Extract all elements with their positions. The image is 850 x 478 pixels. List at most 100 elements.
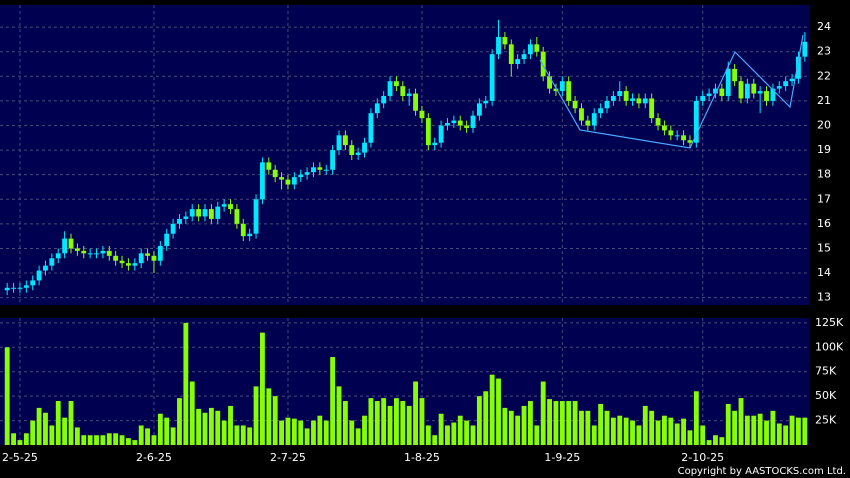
volume-bar [489, 374, 495, 445]
volume-bar [432, 435, 438, 445]
candle-body [668, 130, 674, 136]
volume-bar [394, 398, 399, 445]
volume-bar [528, 401, 533, 445]
y-tick-label: 21 [817, 94, 831, 107]
candle-body [30, 280, 36, 286]
volume-bar [476, 396, 482, 445]
x-tick-label: 1-9-25 [544, 451, 580, 464]
candle-body [483, 100, 489, 104]
candle-body [655, 118, 661, 126]
volume-bar [291, 418, 297, 445]
candle-body [528, 44, 533, 55]
volume-bar [81, 435, 87, 445]
candle-body [74, 248, 80, 251]
y-tick-label: 18 [817, 168, 831, 181]
volume-bar [196, 408, 202, 445]
candle-body [49, 258, 55, 266]
volume-tick-label: 25K [815, 414, 837, 427]
volume-bar [126, 438, 131, 445]
volume-bar [240, 425, 246, 445]
volume-bar [94, 435, 99, 445]
volume-bar [374, 401, 380, 445]
candle-body [559, 81, 565, 92]
candle-body [534, 44, 540, 52]
volume-bar [164, 417, 170, 445]
candle-body [464, 125, 470, 128]
candle-body [783, 81, 789, 87]
volume-bar [349, 420, 355, 445]
x-tick-label: 2-6-25 [136, 451, 172, 464]
volume-bar [138, 425, 144, 445]
volume-bar [738, 398, 744, 445]
candle-body [285, 179, 291, 185]
candle-body [279, 177, 284, 180]
volume-bar [11, 433, 16, 445]
candle-body [662, 125, 667, 131]
candle-body [547, 76, 552, 89]
volume-bar [304, 428, 310, 445]
candle-body [693, 100, 699, 143]
candle-body [521, 54, 527, 60]
volume-bar [451, 422, 457, 445]
y-tick-label: 16 [817, 217, 831, 230]
volume-bar [183, 322, 189, 445]
candle-body [496, 36, 501, 55]
candle-body [387, 81, 393, 96]
volume-bar [253, 386, 259, 445]
candle-body [170, 223, 176, 234]
volume-bar [68, 401, 74, 445]
volume-bar [43, 412, 48, 445]
volume-bar [272, 396, 278, 445]
volume-bar [30, 420, 36, 445]
candle-body [215, 206, 221, 219]
volume-bar [617, 415, 623, 445]
candle-body [272, 169, 278, 178]
marks [4, 19, 808, 445]
candle-body [4, 287, 10, 291]
volume-bar [457, 415, 463, 445]
candle-body [738, 81, 744, 99]
candle-body [674, 135, 680, 137]
candle-body [368, 113, 374, 143]
volume-bar [260, 332, 265, 445]
candle-body [751, 83, 757, 94]
candle-body [132, 263, 138, 266]
volume-bar [796, 417, 801, 445]
candle-body [687, 140, 693, 143]
volume-bar [483, 391, 489, 445]
candle-body [381, 95, 387, 104]
candle-body [438, 125, 444, 143]
volume-bar [681, 418, 686, 445]
volume-bar [655, 420, 661, 445]
candle-body [764, 91, 769, 101]
candle-body [451, 120, 457, 124]
volume-bar [119, 435, 125, 445]
volume-bar [789, 415, 795, 445]
candle-body [87, 253, 93, 255]
candle-body [623, 91, 629, 101]
volume-bar [330, 357, 336, 445]
candle-body [342, 135, 348, 146]
volume-bar [744, 415, 750, 445]
volume-bar [55, 401, 61, 445]
volume-bar [189, 381, 195, 445]
candle-body [36, 270, 42, 281]
volume-bar [413, 381, 418, 445]
volume-bar [342, 401, 348, 445]
volume-bar [662, 415, 667, 445]
volume-bar [387, 405, 393, 445]
candle-body [11, 287, 16, 289]
volume-bar [713, 435, 718, 445]
candle-body [62, 238, 68, 254]
candle-body [240, 223, 246, 237]
candle-body [362, 142, 367, 153]
volume-bar [540, 381, 546, 445]
candle-body [291, 177, 297, 185]
candle-body [189, 209, 195, 217]
volume-bar [706, 440, 712, 445]
candle-body [374, 103, 380, 114]
candle-body [323, 169, 329, 171]
volume-bar [208, 407, 214, 445]
candle-body [68, 238, 74, 249]
volume-bar [23, 433, 29, 445]
